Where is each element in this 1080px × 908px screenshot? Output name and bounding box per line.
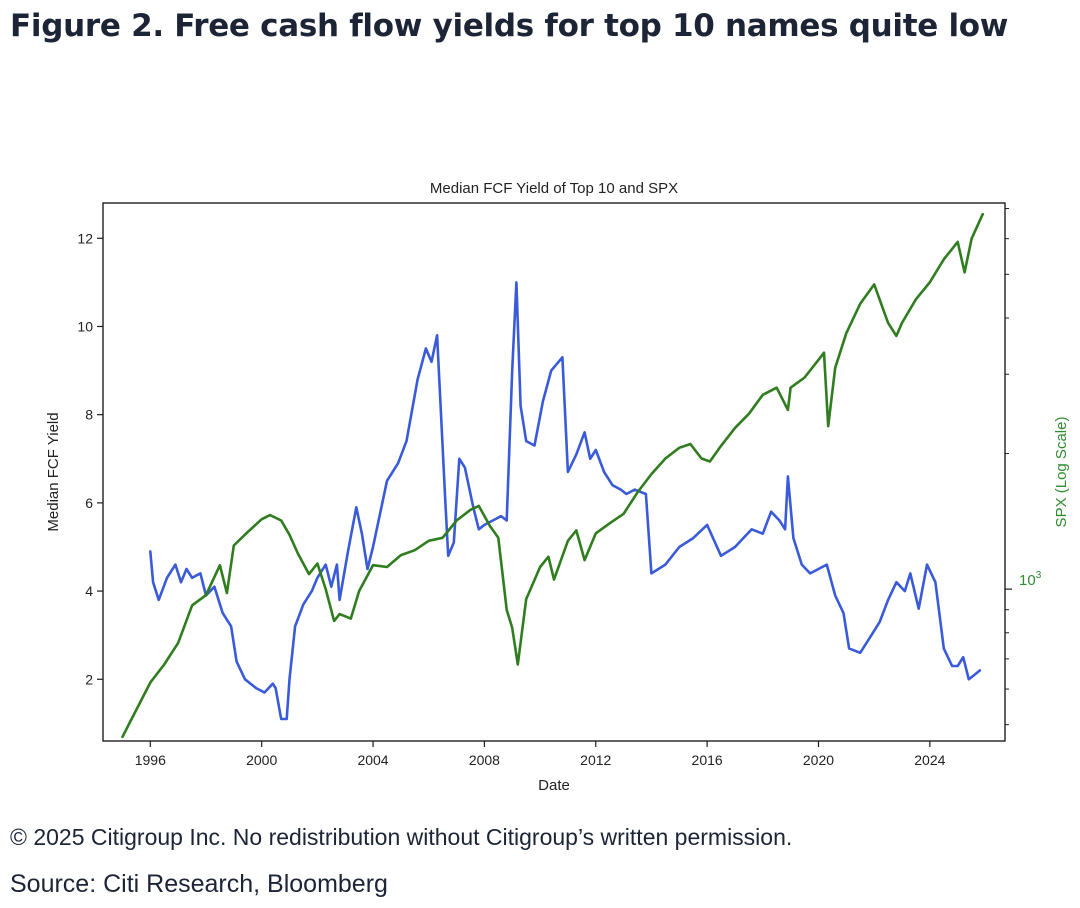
y-tick-label: 4: [85, 583, 93, 599]
y2-tick-label-1000: 103: [1019, 570, 1042, 589]
spx-line: [121, 212, 984, 739]
y-tick-label: 10: [77, 318, 93, 334]
x-tick-label: 2008: [469, 752, 500, 768]
y2-tick-base: 10: [1019, 572, 1036, 589]
x-tick-label: 2024: [914, 752, 945, 768]
y-tick-label: 8: [85, 407, 93, 423]
figure-heading: Figure 2. Free cash flow yields for top …: [10, 8, 1009, 44]
x-tick-label: 2012: [580, 752, 611, 768]
fcf-yield-line: [149, 281, 982, 721]
chart-title: Median FCF Yield of Top 10 and SPX: [430, 180, 678, 197]
axes-ticks: 1996 2000 2004 2008 2012 2016 2020 2024 2 4 6 8 10 12: [77, 208, 1012, 768]
x-axis-label: Date: [538, 777, 570, 794]
x-tick-label: 2004: [357, 752, 388, 768]
y-axis-label: Median FCF Yield: [45, 412, 62, 531]
x-tick-label: 2016: [692, 752, 723, 768]
source-note: Source: Citi Research, Bloomberg: [10, 870, 388, 898]
y-tick-label: 6: [85, 495, 93, 511]
y2-tick-exponent: 3: [1036, 570, 1042, 581]
x-tick-label: 2020: [803, 752, 834, 768]
series-lines: [121, 212, 984, 739]
y2-axis-label: SPX (Log Scale): [1053, 417, 1070, 528]
x-tick-label: 1996: [135, 752, 166, 768]
chart-svg: Median FCF Yield of Top 10 and SPX 1996 2…: [45, 180, 1070, 794]
x-tick-label: 2000: [246, 752, 277, 768]
copyright-note: © 2025 Citigroup Inc. No redistribution …: [10, 824, 793, 850]
y-tick-label: 2: [85, 671, 93, 687]
plot-area: [102, 202, 1006, 742]
y-tick-label: 12: [77, 230, 93, 246]
